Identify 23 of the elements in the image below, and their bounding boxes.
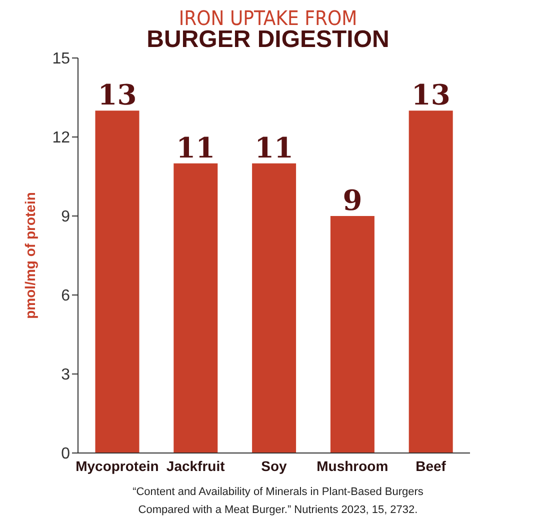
bar [95, 110, 140, 453]
x-tick-label: Soy [261, 458, 288, 474]
y-tick-label: 12 [52, 130, 70, 147]
data-label: 13 [411, 78, 450, 112]
data-label: 11 [254, 131, 294, 164]
data-label: 9 [342, 184, 362, 217]
y-tick-label: 3 [61, 366, 70, 384]
data-label: 13 [98, 78, 137, 112]
y-tick-label: 0 [61, 446, 70, 463]
x-tick-label: Jackfruit [166, 458, 226, 474]
data-label: 11 [176, 131, 216, 164]
text: “Content and Availability of Minerals in Plant-Based Burgers Compared with a Meat Burger.” Nutrients 2023, 15, 2732. [132, 485, 424, 518]
bar [174, 163, 218, 453]
y-tick-label: 15 [52, 50, 70, 68]
x-tick-label: Mycoprotein [76, 458, 159, 474]
bar [408, 110, 453, 453]
y-tick-label: 9 [61, 208, 70, 226]
x-tick-label: Mushroom [316, 458, 388, 474]
y-axis-title: pmol/mg of protein [22, 192, 38, 319]
y-tick-label: 6 [61, 288, 70, 305]
bar [330, 216, 374, 453]
x-tick-label: Beef [416, 458, 446, 474]
bar [252, 163, 296, 453]
